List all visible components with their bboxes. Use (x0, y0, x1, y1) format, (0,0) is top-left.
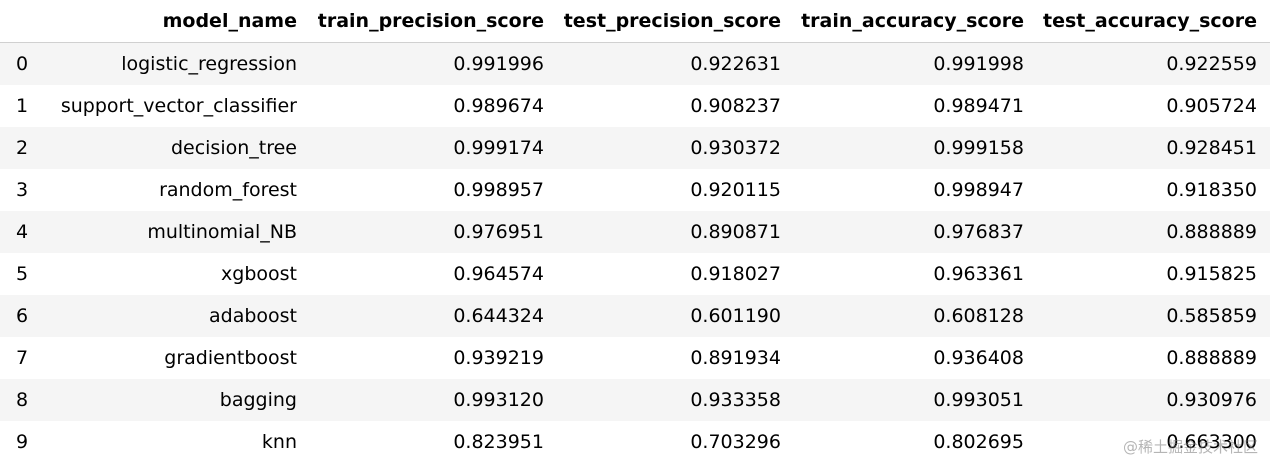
table-cell: 0.963361 (933, 263, 1024, 285)
table-cell: 0.930372 (690, 137, 781, 159)
table-cell: 0.918027 (690, 263, 781, 285)
table-cell: 0.703296 (690, 431, 781, 453)
table-cell: multinomial_NB (147, 221, 297, 243)
table-cell: 0.922631 (690, 53, 781, 75)
row-index: 8 (16, 389, 29, 411)
column-header: train_precision_score (310, 0, 557, 43)
row-index: 4 (16, 221, 29, 243)
table-cell: 0.608128 (933, 305, 1024, 327)
table-cell: xgboost (221, 263, 297, 285)
table-cell: random_forest (159, 179, 297, 201)
table-row: 1 support_vector_classifier 0.989674 0.9082… (0, 85, 1270, 127)
table-cell: logistic_regression (121, 53, 297, 75)
table-row: 4 multinomial_NB 0.976951 0.890871 0.976837 0… (0, 211, 1270, 253)
table-row: 5 xgboost 0.964574 0.918027 0.963361 0.915825 (0, 253, 1270, 295)
table-cell: 0.993120 (453, 389, 544, 411)
table-cell: 0.888889 (1166, 221, 1257, 243)
row-index: 6 (16, 305, 29, 327)
table-cell: 0.905724 (1166, 95, 1257, 117)
index-header (0, 0, 40, 43)
table-cell: 0.936408 (933, 347, 1024, 369)
table-row: 7 gradientboost 0.939219 0.891934 0.936408 0.… (0, 337, 1270, 379)
table-cell: 0.890871 (690, 221, 781, 243)
table-cell: 0.939219 (453, 347, 544, 369)
table-row: 0 logistic_regression 0.991996 0.922631 0.99… (0, 42, 1270, 85)
row-index: 9 (16, 431, 29, 453)
table-cell: 0.601190 (690, 305, 781, 327)
table-cell: 0.644324 (453, 305, 544, 327)
table-cell: 0.989471 (933, 95, 1024, 117)
column-header: test_accuracy_score (1037, 0, 1270, 43)
column-header: model_name (40, 0, 310, 43)
table-cell: 0.976951 (453, 221, 544, 243)
table-cell: 0.998947 (933, 179, 1024, 201)
table-cell: 0.991998 (933, 53, 1024, 75)
table-cell: 0.976837 (933, 221, 1024, 243)
table-cell: 0.922559 (1166, 53, 1257, 75)
table-cell: 0.991996 (453, 53, 544, 75)
table-cell: support_vector_classifier (60, 95, 297, 117)
table-cell: 0.585859 (1166, 305, 1257, 327)
row-index: 5 (16, 263, 29, 285)
table-cell: adaboost (208, 305, 297, 327)
watermark: @稀土掘金技术社区 (1122, 438, 1258, 456)
table-cell: decision_tree (170, 137, 297, 159)
table-cell: 0.933358 (690, 389, 781, 411)
table-cell: 0.998957 (453, 179, 544, 201)
row-index: 1 (16, 95, 29, 117)
row-index: 7 (16, 347, 29, 369)
table-cell: 0.888889 (1166, 347, 1257, 369)
table-cell: knn (261, 431, 297, 453)
table-row: 6 adaboost 0.644324 0.601190 0.608128 0.58585… (0, 295, 1270, 337)
table-cell: 0.930976 (1166, 389, 1257, 411)
column-header: test_precision_score (557, 0, 794, 43)
table-cell: bagging (219, 389, 297, 411)
table-row: 2 decision_tree 0.999174 0.930372 0.999158 0.… (0, 127, 1270, 169)
table-cell: 0.993051 (933, 389, 1024, 411)
table-cell: 0.999158 (933, 137, 1024, 159)
row-index: 0 (16, 53, 29, 75)
table-body: 0 logistic_regression 0.991996 0.922631 0.99… (0, 42, 1270, 463)
table-cell: 0.964574 (453, 263, 544, 285)
table-cell: 0.663300 (1166, 431, 1257, 453)
row-index: 2 (16, 137, 29, 159)
table-cell: 0.915825 (1166, 263, 1257, 285)
table-cell: 0.908237 (690, 95, 781, 117)
header-row: model_name train_precision_score test_prec… (0, 0, 1270, 43)
table-cell: 0.989674 (453, 95, 544, 117)
table-cell: 0.920115 (690, 179, 781, 201)
table-cell: 0.823951 (453, 431, 544, 453)
row-index: 3 (16, 179, 29, 201)
table-cell: 0.891934 (690, 347, 781, 369)
table-cell: 0.918350 (1166, 179, 1257, 201)
table-cell: 0.928451 (1166, 137, 1257, 159)
table-cell: 0.999174 (453, 137, 544, 159)
table-cell: 0.802695 (933, 431, 1024, 453)
table-cell: gradientboost (164, 347, 297, 369)
column-header: train_accuracy_score (794, 0, 1037, 43)
table-row: 9 knn 0.823951 0.703296 0.802695 0.663300 (0, 421, 1270, 463)
table-row: 8 bagging 0.993120 0.933358 0.993051 0.930976 (0, 379, 1270, 421)
table-row: 3 random_forest 0.998957 0.920115 0.998947 0.… (0, 169, 1270, 211)
